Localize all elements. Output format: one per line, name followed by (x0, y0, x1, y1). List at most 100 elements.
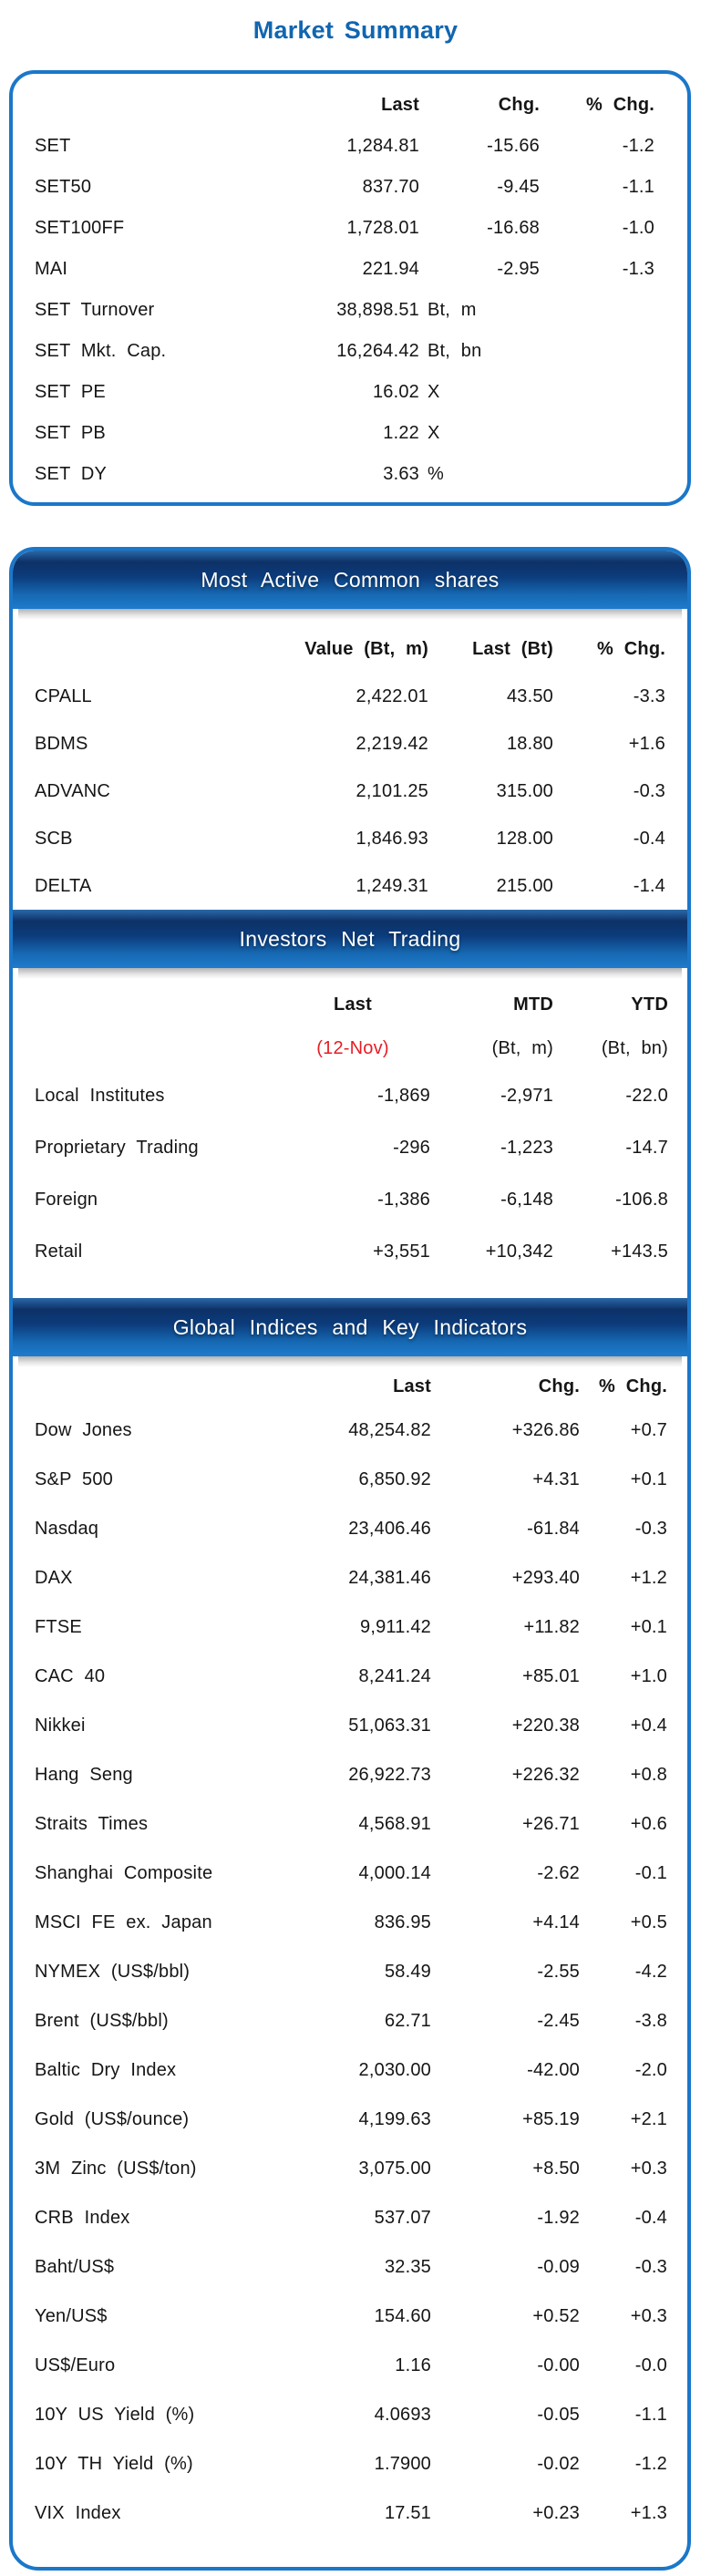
row-label: CPALL (35, 685, 92, 706)
cell-value: +10,342 (485, 1242, 553, 1262)
cell-value: +293.40 (511, 1567, 580, 1588)
row-label: ADVANC (35, 780, 111, 801)
row-label: Shanghai Composite (35, 1862, 213, 1883)
table-row: BDMS 2,219.42 18.80 +1.6 (13, 720, 687, 768)
table-row: CRB Index 537.07 -1.92 -0.4 (13, 2193, 687, 2242)
cell-value: +1.2 (630, 1567, 667, 1588)
row-label: DELTA (35, 875, 92, 896)
row-label: SET Mkt. Cap. (35, 341, 167, 361)
cell-value: +0.3 (630, 2305, 667, 2326)
cell-value: +0.5 (630, 1911, 667, 1932)
cell-value: 221.94 (362, 259, 419, 279)
section-title: Investors Net Trading (239, 926, 461, 951)
cell-value: +1.0 (630, 1665, 667, 1686)
cell-value: -296 (393, 1138, 430, 1158)
cell-value-with-unit: 1.22 X (283, 423, 439, 444)
cell-value: -1.2 (634, 2453, 667, 2474)
cell-value: +4.14 (532, 1911, 580, 1932)
cell-value: 23,406.46 (348, 1518, 431, 1539)
cell-value: -42.00 (527, 2059, 580, 2080)
cell-value: -1.4 (633, 875, 665, 896)
cell-value: +26.71 (522, 1813, 580, 1834)
table-row: MAI 221.94 -2.95 -1.3 (13, 249, 687, 290)
cell-value: 16,264.42 (336, 341, 419, 361)
section-header-most-active: Most Active Common shares (13, 551, 687, 609)
row-label: FTSE (35, 1616, 82, 1637)
row-label: DAX (35, 1567, 73, 1588)
cell-value: -6,148 (500, 1190, 553, 1210)
row-label: 10Y TH Yield (%) (35, 2453, 193, 2474)
cell-value: 18.80 (506, 733, 553, 754)
cell-value: 1,284.81 (346, 136, 419, 156)
row-label: Baltic Dry Index (35, 2059, 177, 2080)
cell-value: -2,971 (500, 1086, 553, 1106)
cell-value: 1.7900 (374, 2453, 431, 2474)
cell-value: -0.3 (634, 2256, 667, 2277)
cell-value: 837.70 (362, 177, 419, 197)
cell-value: +2.1 (630, 2108, 667, 2129)
column-header-mtd: MTD (513, 994, 553, 1015)
cell-value: -1.1 (622, 177, 654, 197)
table-row: S&P 500 6,850.92 +4.31 +0.1 (13, 1455, 687, 1504)
cell-value-with-unit: 16,264.42 Bt, bn (283, 341, 481, 362)
row-label: SET Turnover (35, 300, 155, 320)
cell-value: -2.95 (497, 259, 540, 279)
cell-value: -1.1 (634, 2404, 667, 2425)
cell-value: 2,219.42 (356, 733, 428, 754)
table-row: Proprietary Trading -296 -1,223 -14.7 (13, 1122, 687, 1174)
investors-table: Last MTD YTD (12-Nov) (Bt, m) (Bt, bn) L… (13, 979, 687, 1298)
row-label: SET DY (35, 464, 108, 484)
column-subheader-date: (12-Nov) (316, 1037, 389, 1058)
row-label: Dow Jones (35, 1419, 132, 1440)
cell-value: +0.4 (630, 1715, 667, 1736)
cell-value: 17.51 (384, 2502, 431, 2523)
cell-value: 62.71 (384, 2010, 431, 2031)
cell-value: -0.0 (634, 2354, 667, 2375)
cell-value: 1.22 (383, 423, 419, 443)
cell-value: -0.02 (537, 2453, 580, 2474)
cell-value: +326.86 (511, 1419, 580, 1440)
cell-value: -9.45 (497, 177, 540, 197)
table-row: MSCI FE ex. Japan 836.95 +4.14 +0.5 (13, 1898, 687, 1947)
cell-value: -106.8 (615, 1190, 668, 1210)
section-header-investors: Investors Net Trading (13, 910, 687, 968)
column-header-pctchg: % Chg. (586, 95, 654, 115)
table-row: ADVANC 2,101.25 315.00 -0.3 (13, 768, 687, 815)
column-subheader-mtd-unit: (Bt, m) (491, 1037, 553, 1058)
table-row: DELTA 1,249.31 215.00 -1.4 (13, 862, 687, 910)
cell-value: -3.3 (633, 685, 665, 706)
cell-value-with-unit: 16.02 X (283, 382, 439, 403)
cell-value: -1,386 (377, 1190, 430, 1210)
table-row: Hang Seng 26,922.73 +226.32 +0.8 (13, 1750, 687, 1799)
table-row: 10Y US Yield (%) 4.0693 -0.05 -1.1 (13, 2390, 687, 2439)
cell-value: -0.3 (633, 780, 665, 801)
column-header-last: Last (334, 994, 372, 1015)
cell-value: 2,030.00 (358, 2059, 431, 2080)
table-row: US$/Euro 1.16 -0.00 -0.0 (13, 2341, 687, 2390)
investors-header-row-1: Last MTD YTD (13, 983, 687, 1026)
section-title: Most Active Common shares (201, 567, 500, 592)
most-active-rows: CPALL 2,422.01 43.50 -3.3 BDMS 2,219.42 18.80 +… (13, 673, 687, 910)
cell-value: 537.07 (374, 2207, 431, 2228)
table-row: SET DY 3.63% (13, 454, 687, 495)
row-label: 10Y US Yield (%) (35, 2404, 195, 2425)
cell-value: -1,223 (500, 1138, 553, 1158)
global-indices-rows: Dow Jones 48,254.82 +326.86 +0.7 S&P 500 6,85… (13, 1406, 687, 2538)
cell-value: +143.5 (611, 1242, 668, 1262)
table-row: DAX 24,381.46 +293.40 +1.2 (13, 1553, 687, 1602)
row-label: US$/Euro (35, 2354, 116, 2375)
cell-value: 4,568.91 (358, 1813, 431, 1834)
cell-value: -1.92 (537, 2207, 580, 2228)
cell-value: -0.4 (633, 828, 665, 849)
market-summary-rows: SET 1,284.81 -15.66 -1.2 SET50 837.70 -9.45 -1.… (13, 126, 687, 495)
cell-value: 16.02 (372, 382, 419, 402)
section-header-global-indices: Global Indices and Key Indicators (13, 1298, 687, 1356)
table-row: SET 1,284.81 -15.66 -1.2 (13, 126, 687, 167)
table-row: Retail +3,551 +10,342 +143.5 (13, 1226, 687, 1278)
table-row: NYMEX (US$/bbl) 58.49 -2.55 -4.2 (13, 1947, 687, 1996)
investors-header-row-2: (12-Nov) (Bt, m) (Bt, bn) (13, 1026, 687, 1070)
table-row: Straits Times 4,568.91 +26.71 +0.6 (13, 1799, 687, 1849)
cell-value: 4,199.63 (358, 2108, 431, 2129)
row-label: Brent (US$/bbl) (35, 2010, 169, 2031)
market-summary-header-row: Last Chg. % Chg. (13, 85, 687, 126)
